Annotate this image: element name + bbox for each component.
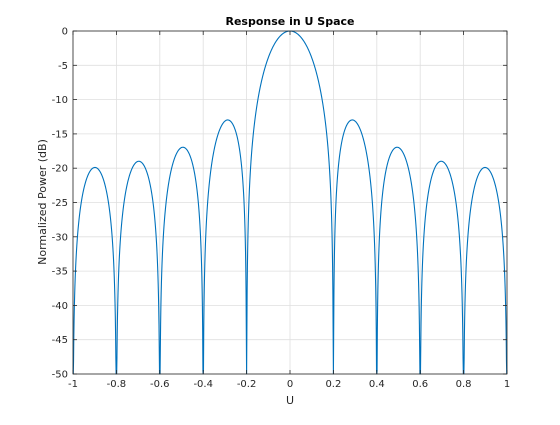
- x-tick-label: -0.6: [150, 379, 170, 390]
- y-tick-label: -40: [52, 301, 68, 312]
- chart-title: Response in U Space: [226, 15, 355, 28]
- x-tick-label: -0.2: [237, 379, 257, 390]
- y-tick-label: -30: [52, 232, 68, 243]
- x-tick-label: 0.4: [369, 379, 385, 390]
- x-tick-label: -0.8: [107, 379, 127, 390]
- y-tick-label: -35: [52, 267, 68, 278]
- y-tick-label: -25: [52, 198, 68, 209]
- y-tick-label: -5: [58, 61, 68, 72]
- x-tick-label: 0.6: [412, 379, 428, 390]
- y-tick-label: -10: [52, 95, 68, 106]
- x-tick-label: 0.2: [325, 379, 341, 390]
- x-tick-label: 0: [287, 379, 293, 390]
- y-axis-label: Normalized Power (dB): [36, 139, 49, 265]
- y-tick-label: -50: [52, 370, 68, 381]
- y-tick-label: 0: [62, 27, 68, 38]
- x-tick-label: -1: [68, 379, 78, 390]
- ticks: [72, 30, 508, 375]
- x-tick-label: -0.4: [193, 379, 213, 390]
- x-axis-label: U: [286, 394, 294, 407]
- y-tick-label: -15: [52, 129, 68, 140]
- y-tick-labels: 0 -5 -10 -15 -20 -25 -30 -35 -40 -45 -50: [52, 27, 68, 381]
- x-tick-labels: -1 -0.8 -0.6 -0.4 -0.2 0 0.2 0.4 0.6 0.8 1: [68, 379, 510, 390]
- y-tick-label: -45: [52, 335, 68, 346]
- x-tick-label: 0.8: [456, 379, 472, 390]
- x-tick-label: 1: [504, 379, 510, 390]
- y-tick-label: -20: [52, 164, 68, 175]
